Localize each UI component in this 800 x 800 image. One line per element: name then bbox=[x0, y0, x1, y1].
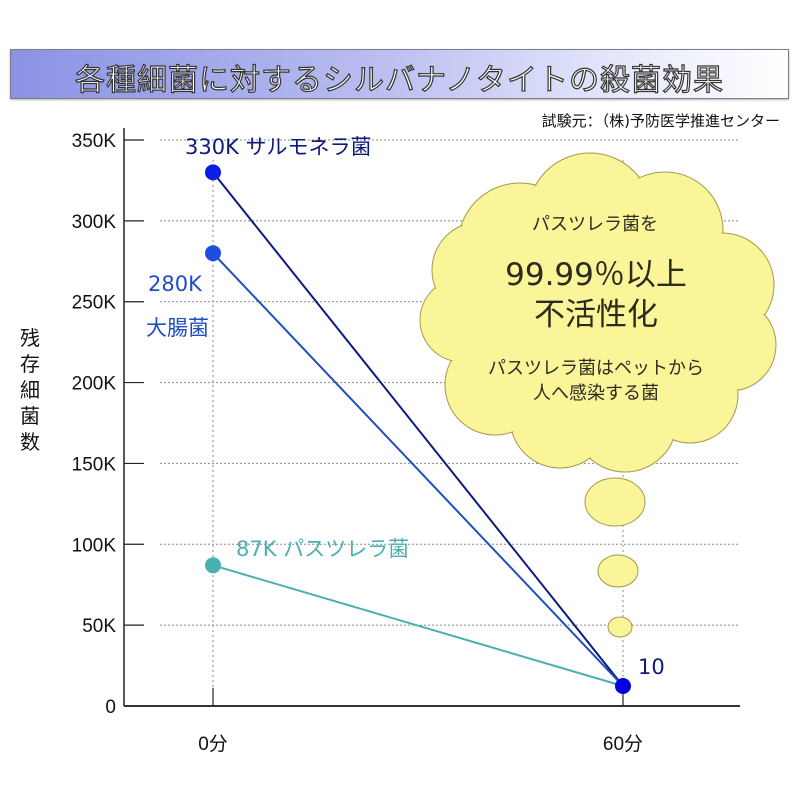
thought-bubble bbox=[584, 477, 646, 527]
chart-title: 各種細菌に対するシルバナノタイトの殺菌効果 bbox=[74, 62, 724, 98]
series-line-ecoli bbox=[212, 252, 624, 687]
y-tick-label: 350K bbox=[72, 131, 117, 152]
x-tick-label: 60分 bbox=[603, 733, 643, 755]
y-axis-label-char: 数 bbox=[20, 430, 40, 454]
y-tick-label: 100K bbox=[72, 535, 117, 556]
series-points bbox=[205, 164, 631, 694]
callout-cloud: パスツレラ菌を 99.99％以上 不活性化 パスツレラ菌はペットから 人へ感染す… bbox=[419, 152, 777, 473]
y-tick-label: 300K bbox=[72, 212, 117, 233]
y-axis-label-char: 細 bbox=[20, 378, 40, 402]
label-end-value: 10 bbox=[638, 655, 665, 679]
label-pasteurella: 87K パスツレラ菌 bbox=[236, 537, 409, 561]
thought-bubbles bbox=[584, 477, 646, 638]
series-labels: 330K サルモネラ菌 280K 大腸菌 87K パスツレラ菌 10 bbox=[146, 135, 665, 679]
series-line-pasteurella bbox=[212, 564, 624, 687]
data-point-end bbox=[615, 678, 631, 694]
test-source: 試験元：（株)予防医学推進センター bbox=[541, 112, 780, 130]
y-tick-label: 150K bbox=[72, 454, 117, 475]
title-banner: 各種細菌に対するシルバナノタイトの殺菌効果 bbox=[10, 49, 789, 99]
label-ecoli-value: 280K bbox=[148, 272, 203, 296]
y-tick-label: 200K bbox=[72, 374, 117, 395]
callout-line4: パスツレラ菌はペットから bbox=[488, 358, 704, 379]
label-salmonella: 330K サルモネラ菌 bbox=[185, 135, 372, 159]
y-axis-label-char: 残 bbox=[20, 326, 40, 350]
axes: 350K 300K 250K 200K 150K 100K 50K 0 0分 60分 bbox=[72, 128, 740, 755]
thought-bubble bbox=[597, 554, 639, 588]
series-lines bbox=[212, 171, 624, 687]
callout-line2: 99.99％以上 bbox=[505, 257, 687, 293]
y-axis-label-char: 存 bbox=[20, 352, 40, 376]
callout-line3: 不活性化 bbox=[534, 297, 658, 333]
series-line-salmonella bbox=[212, 171, 624, 687]
data-point-salmonella bbox=[205, 164, 221, 181]
thought-bubble bbox=[607, 616, 633, 638]
callout-line1: パスツレラ菌を bbox=[532, 214, 658, 235]
y-axis-label-char: 菌 bbox=[20, 404, 40, 428]
cloud-core bbox=[446, 210, 746, 420]
data-point-pasteurella bbox=[205, 557, 221, 574]
callout-line5: 人へ感染する菌 bbox=[533, 383, 659, 404]
y-tick-label: 0 bbox=[105, 697, 116, 718]
label-ecoli: 大腸菌 bbox=[146, 316, 209, 340]
y-tick-label: 250K bbox=[72, 293, 117, 314]
cloud-shape bbox=[419, 152, 777, 473]
y-tick-label: 50K bbox=[82, 616, 116, 637]
x-tick-label: 0分 bbox=[198, 733, 228, 755]
data-point-ecoli bbox=[205, 245, 221, 262]
